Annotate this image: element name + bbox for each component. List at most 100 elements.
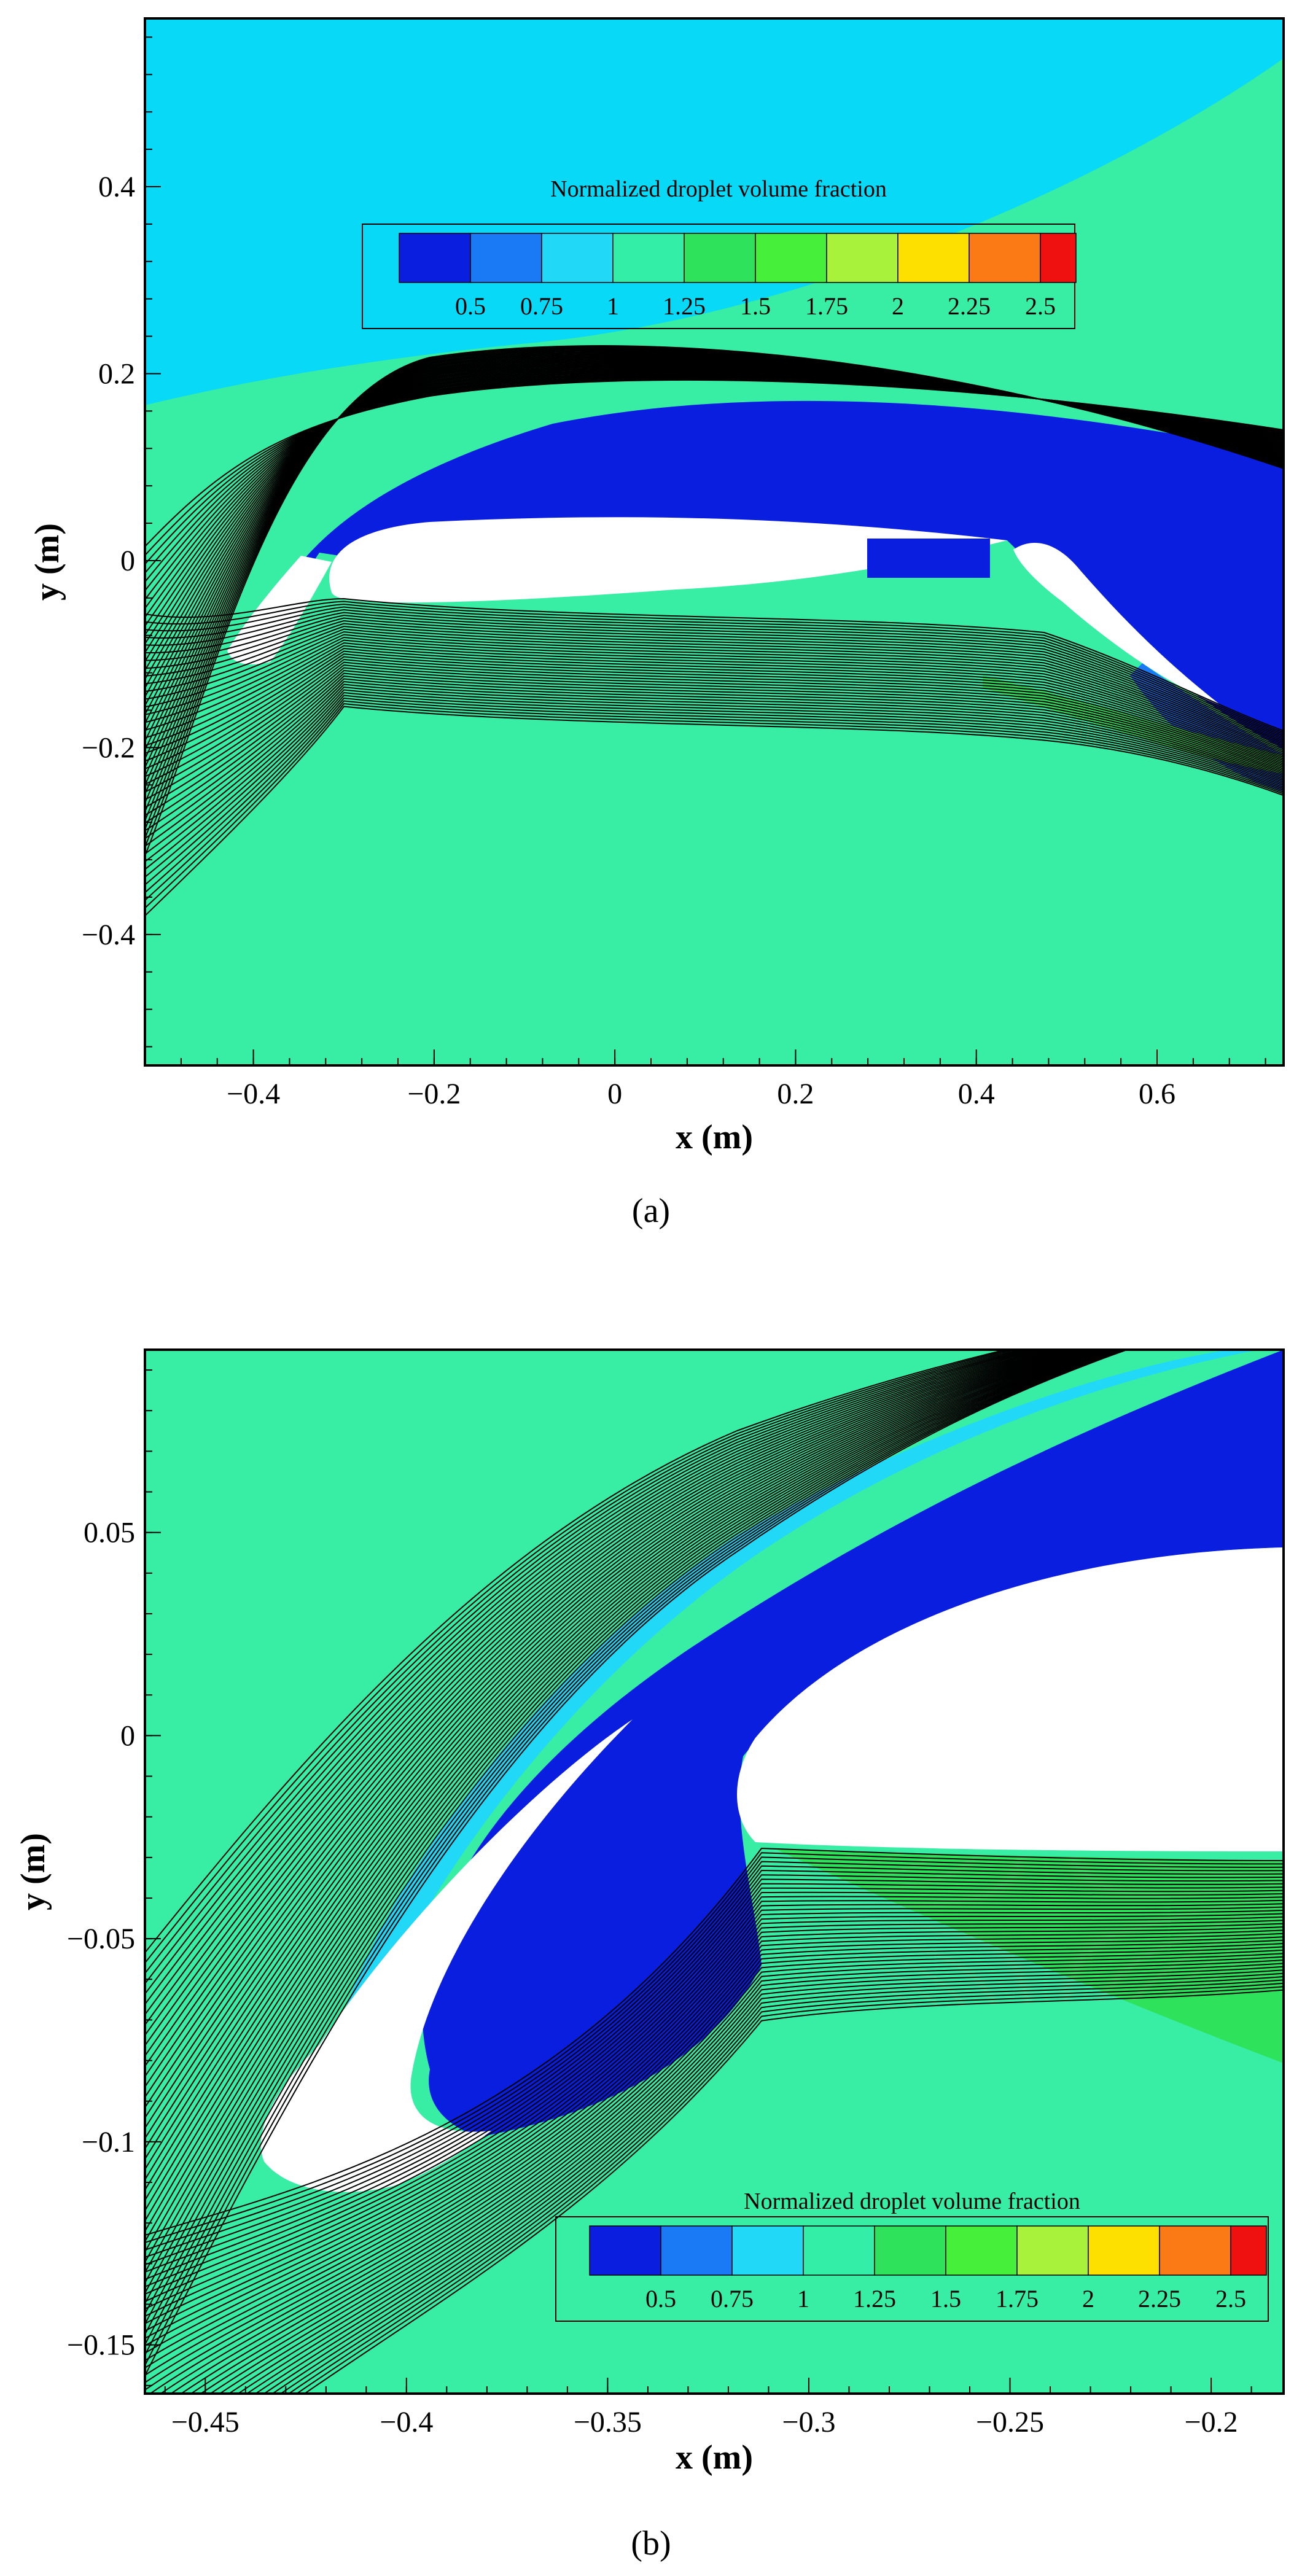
panel-b-streamline	[145, 1350, 1121, 2335]
panel-a-streamline	[145, 656, 1284, 777]
panel-b-colorbar-swatch	[1088, 2225, 1160, 2276]
panel-a-streamline	[145, 691, 1284, 878]
panel-b-streamline	[145, 1350, 1031, 2005]
panel-a-main-element	[329, 517, 1008, 603]
panel-a-colorbar-swatch	[541, 233, 614, 283]
panel-a-x-tick-label: 0.2	[777, 1078, 814, 1110]
panel-b-streamline	[145, 1350, 1053, 2067]
panel-b-streamline	[145, 1929, 1284, 2391]
panel-a-streamline	[145, 683, 1284, 855]
panel-a-streamline	[145, 650, 1284, 763]
panel-a-freestream-region	[145, 18, 1284, 405]
panel-b-y-axis-label: y (m)	[14, 1833, 52, 1910]
panel-b-streamline	[145, 1350, 1102, 2242]
panel-b-streamline	[145, 1350, 1115, 2304]
panel-a-slat	[227, 556, 332, 665]
panel-a-cove-block	[867, 539, 990, 578]
panel-b-streamline	[145, 1350, 1076, 2139]
panel-b-streamline	[145, 1920, 1284, 2368]
panel-a-y-tick-label: −0.2	[82, 731, 135, 764]
panel-b-streamline	[145, 1896, 1284, 2317]
panel-b-streamline	[271, 1976, 1284, 2394]
panel-a-streamline	[145, 689, 1284, 870]
panel-a-streamline	[145, 695, 1284, 885]
panel-b-depleted-region	[422, 1350, 1284, 2137]
panel-b-streamline	[145, 1906, 1284, 2339]
panel-b-label: (b)	[631, 2524, 671, 2562]
panel-a-colorbar-label: 1.75	[805, 292, 848, 320]
panel-b-streamline	[287, 1982, 1284, 2394]
panel-a-colorbar-label: 1	[607, 292, 619, 320]
panel-b-streamline	[145, 1350, 1111, 2284]
panel-a-streamline	[145, 653, 1284, 769]
panel-a-streamlines	[145, 345, 1284, 917]
panel-b-streamline	[145, 1903, 1284, 2332]
panel-a-streamline	[145, 603, 1284, 735]
panel-b-streamline	[170, 1939, 1284, 2394]
panel-b-slat	[260, 1719, 633, 2192]
panel-b-streamline	[145, 1350, 1097, 2222]
panel-b-streamline	[145, 1350, 1073, 2129]
panel-a-colorbar-swatch	[684, 233, 756, 283]
panel-a-colorbar-label: 2.25	[948, 292, 991, 320]
panel-a-streamline	[145, 623, 1284, 747]
panel-b-streamline	[145, 1856, 1284, 2251]
panel-b-streamline	[145, 1350, 1118, 2314]
panel-a-streamline	[145, 601, 1284, 733]
panel-a-streamline	[145, 669, 1284, 816]
panel-b-axis-ticks	[145, 1369, 1252, 2394]
panel-b-streamline	[145, 1883, 1284, 2295]
panel-a-y-tick-label: 0.2	[98, 357, 135, 390]
panel-b-streamline	[145, 1899, 1284, 2324]
panel-a-colorbar-label: 2	[892, 292, 904, 320]
panel-a-colorbar-label: 1.5	[740, 292, 771, 320]
panel-a-streamline	[145, 667, 1284, 808]
panel-a-streamline	[145, 609, 1284, 738]
panel-b-streamline	[145, 1878, 1284, 2287]
panel-a-colorbar-title: Normalized droplet volume fraction	[550, 176, 887, 202]
panel-b-streamline	[145, 1350, 1128, 2366]
panel-b-colorbar-frame	[555, 2216, 1269, 2322]
panel-b-colorbar-swatch	[803, 2225, 875, 2276]
panel-a-y-axis-label: y (m)	[28, 523, 66, 601]
panel-b-x-tick-label: −0.2	[1185, 2406, 1238, 2438]
panel-b-y-tick-label: 0	[120, 1719, 135, 1752]
panel-a-colorbar-swatch	[755, 233, 827, 283]
panel-a-streamline	[145, 625, 1284, 748]
panel-a-x-tick-label: 0	[607, 1078, 622, 1110]
panel-a-streamline	[145, 614, 1284, 742]
panel-a-streamline	[145, 642, 1284, 758]
panel-a-streamline	[145, 636, 1284, 755]
panel-a-streamline	[145, 631, 1284, 752]
panel-a-streamline	[145, 672, 1284, 824]
panel-b-streamline	[145, 1350, 1013, 1964]
panel-b-x-tick-label: −0.3	[782, 2406, 835, 2438]
panel-a-colorbar-swatch	[969, 233, 1041, 283]
panel-a-colorbar-swatch	[897, 233, 970, 283]
panel-a-colorbar-label: 2.5	[1025, 292, 1056, 320]
panel-b-x-tick-label: −0.45	[171, 2406, 240, 2438]
panel-b-x-tick-label: −0.25	[976, 2406, 1044, 2438]
panel-a-tick-labels: −0.4 −0.2 0 0.2 0.4 0.6 0.4 0.2 0 −0.2 −0.4	[82, 171, 1175, 1110]
panel-a-streamline	[145, 620, 1284, 745]
panel-b-streamline	[145, 1350, 1057, 2077]
panel-b-streamline	[145, 1350, 1120, 2325]
panel-b-colorbar-swatch	[1230, 2225, 1267, 2276]
panel-b-streamline	[145, 1350, 1018, 1974]
panel-b-colorbar-label: 1.25	[853, 2285, 896, 2313]
panel-b-streamline	[145, 1869, 1284, 2273]
panel-b-colorbar-label: 1.75	[996, 2285, 1039, 2313]
panel-b-colorbar-label: 1.5	[930, 2285, 961, 2313]
panel-a-streamline	[145, 702, 1284, 909]
panel-b-streamline	[145, 1350, 1126, 2356]
panel-a-streamline	[145, 658, 1284, 785]
panel-a-colorbar-swatch	[399, 233, 471, 283]
panel-a-colorbar-swatch	[612, 233, 685, 283]
panel-a-axis-ticks	[144, 36, 1266, 1065]
panel-b-streamline	[145, 1926, 1284, 2383]
panel-b-colorbar: Normalized droplet volume fraction 0.5 0.…	[555, 2189, 1269, 2322]
panel-a-plot-area: Normalized droplet volume fraction 0.5 0.…	[145, 18, 1284, 1065]
panel-a-colorbar-labels: 0.5 0.75 1 1.25 1.5 1.75 2 2.25 2.5	[455, 292, 1056, 320]
panel-a-x-axis-label: x (m)	[676, 1118, 753, 1156]
panel-b-streamline	[145, 1923, 1284, 2376]
